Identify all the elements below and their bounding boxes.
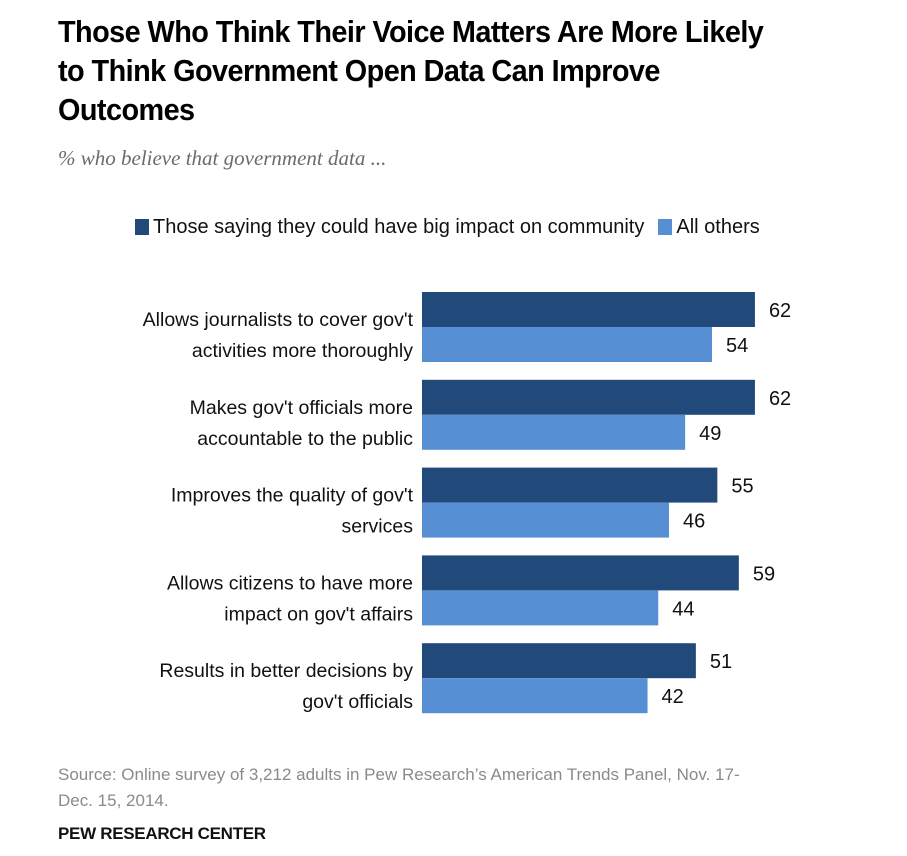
chart-title-line: to Think Government Open Data Can Improv… bbox=[58, 53, 660, 88]
legend-swatch-all-others bbox=[658, 219, 673, 235]
bar-all-others bbox=[422, 327, 712, 362]
data-label: 51 bbox=[710, 651, 732, 673]
category-label: Makes gov't officials more bbox=[190, 397, 413, 419]
legend-swatch-big-impact bbox=[135, 219, 149, 235]
data-label: 59 bbox=[753, 563, 775, 585]
chart-title: Those Who Think Their Voice Matters Are … bbox=[58, 12, 830, 129]
data-label: 62 bbox=[769, 388, 791, 410]
data-label: 62 bbox=[769, 300, 791, 322]
chart-title-line: Those Who Think Their Voice Matters Are … bbox=[58, 14, 764, 49]
bar-big-impact bbox=[422, 379, 755, 415]
category-label: Improves the quality of gov't bbox=[171, 485, 414, 507]
category-label: Results in better decisions by bbox=[159, 660, 413, 682]
data-label: 46 bbox=[683, 511, 705, 533]
category-label: services bbox=[341, 516, 413, 538]
category-label: accountable to the public bbox=[197, 428, 413, 450]
category-label: impact on gov't affairs bbox=[224, 603, 413, 625]
bar-big-impact bbox=[422, 292, 755, 327]
data-label: 42 bbox=[662, 686, 684, 708]
legend-item-all-others: All others bbox=[658, 215, 760, 239]
category-label: Allows citizens to have more bbox=[167, 572, 413, 594]
bar-chart: Allows journalists to cover gov't activit… bbox=[143, 292, 791, 714]
bar-big-impact bbox=[422, 555, 739, 591]
bar-all-others bbox=[422, 502, 670, 538]
data-label: 55 bbox=[731, 476, 753, 498]
legend-label-all-others: All others bbox=[676, 215, 760, 238]
bar-big-impact bbox=[422, 643, 696, 679]
legend-label-big-impact: Those saying they could have big impact … bbox=[153, 215, 645, 238]
footer-brand: PEW RESEARCH CENTER bbox=[58, 824, 266, 843]
data-label: 44 bbox=[672, 598, 694, 620]
bar-all-others bbox=[422, 678, 648, 714]
legend: Those saying they could have big impact … bbox=[135, 214, 774, 240]
bar-big-impact bbox=[422, 467, 718, 503]
bar-all-others bbox=[422, 414, 686, 450]
source-note: Source: Online survey of 3,212 adults in… bbox=[58, 762, 858, 814]
source-line: Source: Online survey of 3,212 adults in… bbox=[58, 765, 740, 784]
category-label: gov't officials bbox=[302, 691, 413, 713]
category-label: activities more thoroughly bbox=[192, 340, 413, 362]
bar-all-others bbox=[422, 590, 659, 626]
category-label: Allows journalists to cover gov't bbox=[143, 309, 414, 331]
source-line: Dec. 15, 2014. bbox=[58, 791, 169, 810]
data-label: 54 bbox=[726, 335, 748, 357]
chart-title-line: Outcomes bbox=[58, 92, 195, 127]
legend-item-big-impact: Those saying they could have big impact … bbox=[135, 216, 644, 239]
data-label: 49 bbox=[699, 423, 721, 445]
chart-subtitle: % who believe that government data ... bbox=[58, 146, 387, 170]
